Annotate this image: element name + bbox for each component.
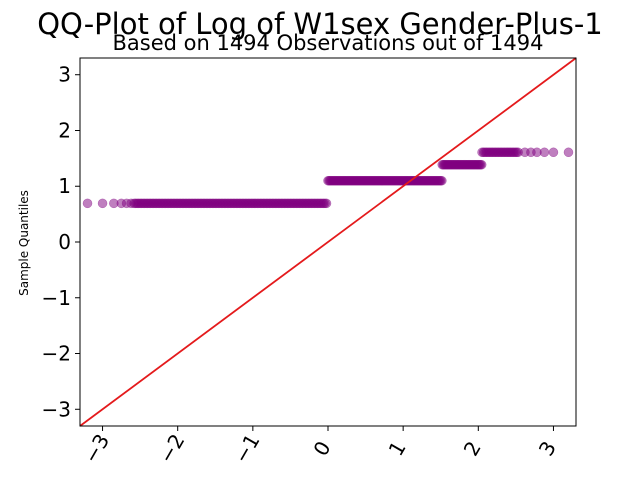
x-tick-label: 1 xyxy=(384,437,411,460)
qq-data-point xyxy=(563,147,574,158)
data-points xyxy=(82,147,574,209)
x-tick-label: −2 xyxy=(154,430,190,468)
reference-line-layer xyxy=(79,57,577,427)
x-axis-ticks: −3 −2 −1 0 1 2 3 xyxy=(79,426,561,467)
qq-data-point xyxy=(321,198,332,209)
y-tick-label: 3 xyxy=(58,63,71,87)
x-tick-label: 0 xyxy=(308,437,335,460)
y-axis-label: Sample Quantiles xyxy=(17,190,31,296)
chart-title: QQ-Plot of Log of W1sex Gender-Plus-1 xyxy=(37,7,603,41)
y-tick-label: −2 xyxy=(42,342,71,366)
y-tick-label: −3 xyxy=(42,397,71,421)
y-tick-label: 0 xyxy=(58,230,71,254)
y-tick-label: −1 xyxy=(42,286,71,310)
y-tick-label: 2 xyxy=(58,118,71,142)
x-tick-label: −3 xyxy=(79,430,115,468)
x-tick-label: 2 xyxy=(459,437,486,460)
qq-data-point xyxy=(539,147,550,158)
y-axis-ticks: −3 −2 −1 0 1 2 3 xyxy=(42,63,80,421)
y-tick-label: 1 xyxy=(58,174,71,198)
qq-data-point xyxy=(97,198,108,209)
x-tick-label: 3 xyxy=(534,437,561,460)
x-tick-label: −1 xyxy=(229,430,265,468)
qq-data-point xyxy=(437,175,447,186)
qq-data-point xyxy=(548,147,559,158)
reference-line xyxy=(79,57,577,427)
qq-data-point xyxy=(82,198,93,209)
qq-data-point xyxy=(476,159,487,170)
chart-subtitle: Based on 1494 Observations out of 1494 xyxy=(112,31,543,55)
